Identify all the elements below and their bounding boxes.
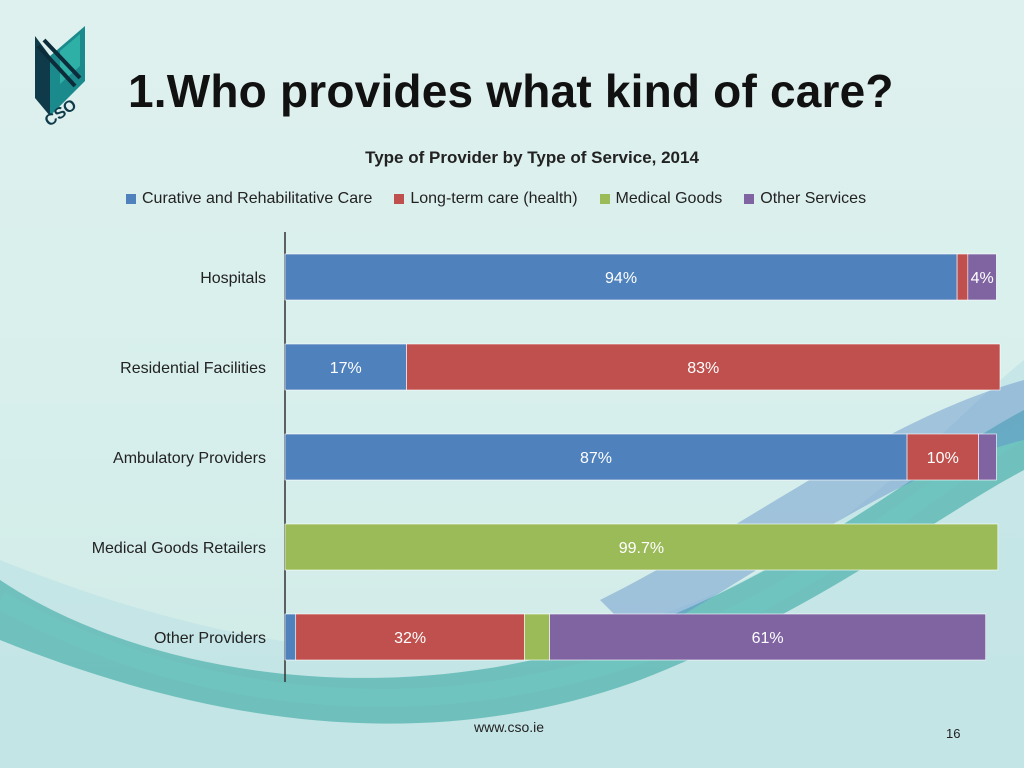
footer-url: www.cso.ie (474, 719, 545, 735)
legend-item-longterm: Long-term care (health) (394, 190, 578, 208)
legend-item-medical: Medical Goods (599, 190, 723, 208)
category-label: Other Providers (154, 630, 266, 647)
bar-segment (967, 253, 997, 301)
legend-label-longterm: Long-term care (health) (410, 190, 578, 207)
bar-segment (284, 523, 999, 571)
data-label: 61% (752, 630, 784, 647)
category-label: Ambulatory Providers (113, 450, 266, 467)
bar-segment (284, 253, 958, 301)
legend-label-medical: Medical Goods (615, 190, 723, 207)
chart-title: Type of Provider by Type of Service, 201… (365, 148, 699, 167)
data-label: 32% (394, 630, 426, 647)
legend-item-other: Other Services (744, 190, 866, 208)
bar-segment (284, 613, 297, 661)
bar-segment (978, 433, 997, 481)
category-label: Hospitals (200, 270, 266, 287)
data-label: 83% (687, 360, 719, 377)
legend-label-curative: Curative and Rehabilitative Care (142, 190, 373, 207)
bar-segment (406, 343, 1001, 391)
category-label: Residential Facilities (120, 360, 266, 377)
bar-segment (549, 613, 986, 661)
chart-legend: Curative and Rehabilitative Care Long-te… (126, 190, 888, 208)
data-label: 87% (580, 450, 612, 467)
page-number: 16 (946, 726, 961, 741)
data-label: 4% (971, 270, 994, 287)
bar-segment (284, 433, 908, 481)
page-title: 1.Who provides what kind of care? (128, 65, 894, 117)
data-label: 17% (330, 360, 362, 377)
data-label: 94% (605, 270, 637, 287)
data-label: 99.7% (619, 540, 664, 557)
bar-segment (956, 253, 969, 301)
legend-item-curative: Curative and Rehabilitative Care (126, 190, 372, 208)
data-label: 10% (927, 450, 959, 467)
cso-logo: CSO (35, 26, 85, 126)
bar-segment (295, 613, 525, 661)
bar-segment (524, 613, 550, 661)
bar-segment (906, 433, 979, 481)
legend-swatch-curative (126, 194, 136, 204)
legend-swatch-other (744, 194, 755, 204)
legend-swatch-medical (599, 194, 610, 204)
category-label: Medical Goods Retailers (92, 540, 266, 557)
legend-label-other: Other Services (760, 190, 867, 207)
legend-swatch-longterm (394, 194, 405, 204)
